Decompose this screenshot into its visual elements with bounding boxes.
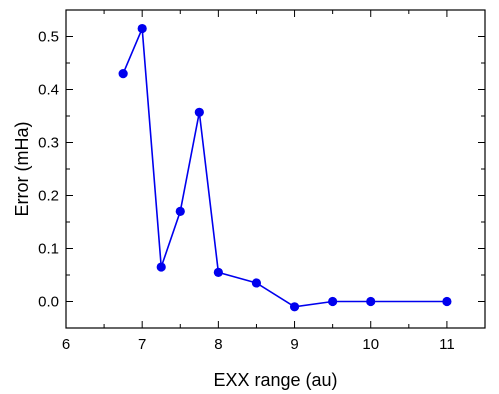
- series-line: [122, 28, 447, 308]
- data-point: [118, 69, 128, 79]
- x-tick-label: 6: [62, 336, 70, 353]
- data-point: [194, 107, 204, 117]
- data-point: [175, 206, 185, 216]
- series-layer: [118, 23, 452, 312]
- data-point: [289, 302, 300, 312]
- y-axis-label: Error (mHa): [12, 122, 32, 217]
- x-tick-label: 8: [214, 336, 222, 353]
- data-point: [137, 23, 147, 34]
- y-tick-label: 0.5: [38, 29, 59, 46]
- x-tick-label: 10: [362, 336, 379, 353]
- x-tick-label: 11: [439, 336, 455, 353]
- y-tick-label: 0.3: [38, 135, 59, 152]
- axis-ticks: 6 7 8 9 10 11 0.0 0.1 0.2 0.3 0.4 0.5: [38, 10, 485, 353]
- x-tick-label: 9: [290, 336, 298, 353]
- data-point: [156, 262, 166, 272]
- plot-frame: [65, 9, 486, 329]
- y-tick-label: 0.4: [38, 82, 59, 99]
- data-point: [366, 296, 376, 307]
- data-point: [442, 296, 452, 307]
- data-point: [251, 278, 262, 288]
- y-tick-label: 0.1: [38, 241, 59, 258]
- y-tick-label: 0.2: [38, 188, 59, 205]
- data-point: [328, 296, 338, 307]
- x-tick-label: 7: [138, 336, 146, 353]
- data-point: [213, 267, 223, 277]
- y-tick-label: 0.0: [38, 294, 59, 311]
- x-axis-label: EXX range (au): [213, 370, 337, 390]
